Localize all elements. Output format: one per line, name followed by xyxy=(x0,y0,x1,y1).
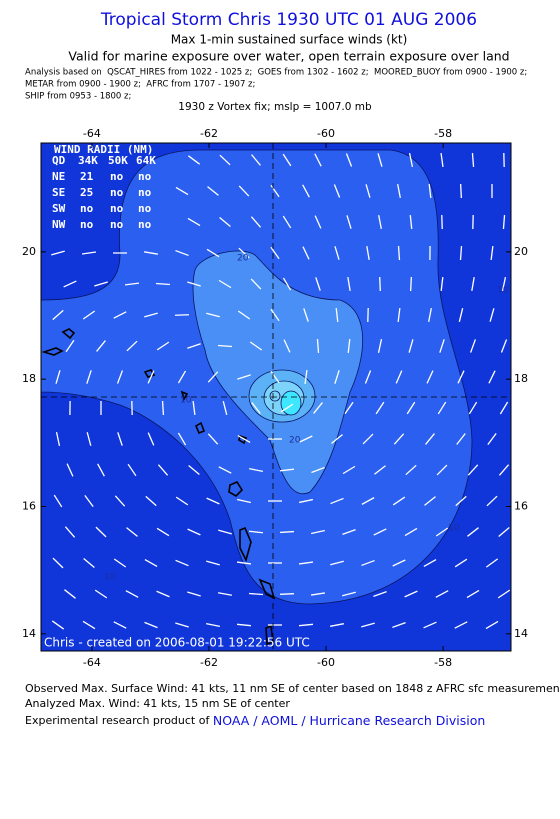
x-tick-label: -58 xyxy=(434,656,452,669)
wind-radii-cell: no xyxy=(110,186,124,199)
y-tick-label: 18 xyxy=(22,372,36,385)
x-tick-label: -62 xyxy=(200,656,218,669)
x-tick-label: -58 xyxy=(434,127,452,140)
wind-radii-cell: SE xyxy=(52,186,65,199)
wind-radii-cell: no xyxy=(138,202,152,215)
credit-link[interactable]: NOAA / AOML / Hurricane Research Divisio… xyxy=(213,713,485,728)
wind-vector xyxy=(163,401,164,415)
wind-radii-cell: SW xyxy=(52,202,66,215)
x-tick-label: -64 xyxy=(83,127,101,140)
wind-radii-cell: 21 xyxy=(80,170,94,183)
y-tick-label: 14 xyxy=(514,627,528,640)
contour-label: 20 xyxy=(237,254,249,264)
contour-label: 10 xyxy=(104,573,116,583)
wind-radii-cell: no xyxy=(110,170,124,183)
wind-radii-cell: no xyxy=(138,170,152,183)
research-credit: Experimental research product of NOAA / … xyxy=(25,713,485,728)
wind-radii-header: 64K xyxy=(136,154,156,167)
subtitle: Max 1-min sustained surface winds (kt) xyxy=(171,33,408,47)
map-credit: Chris - created on 2006-08-01 19:22:56 U… xyxy=(44,636,310,650)
wind-radii-cell: NE xyxy=(52,170,65,183)
analysis-line: METAR from 0900 - 1900 z; AFRC from 1707… xyxy=(25,80,255,90)
wind-radii-cell: no xyxy=(80,202,94,215)
contour-label: 10 xyxy=(497,286,509,296)
wind-radii-header: QD xyxy=(52,154,66,167)
validity: Valid for marine exposure over water, op… xyxy=(68,49,509,64)
wind-radii-header: 34K xyxy=(78,154,98,167)
wind-vector xyxy=(175,315,189,316)
map: 20 20 10 10 10 10 WIND RADII (NM) QD 34K… xyxy=(41,143,511,651)
analysis-line: Analysis based on QSCAT_HIRES from 1022 … xyxy=(25,68,527,78)
x-tick-label: -60 xyxy=(317,127,335,140)
title: Tropical Storm Chris 1930 UTC 01 AUG 200… xyxy=(100,10,477,30)
analysis-line: SHIP from 0953 - 1800 z; xyxy=(25,92,131,102)
y-tick-label: 18 xyxy=(514,372,528,385)
y-tick-label: 14 xyxy=(22,627,36,640)
contour-label: 20 xyxy=(289,436,301,446)
wind-vector xyxy=(380,277,381,291)
wind-radii-header: 50K xyxy=(108,154,128,167)
wind-vector xyxy=(280,594,294,595)
wind-vector xyxy=(461,184,462,198)
y-tick-label: 20 xyxy=(514,245,528,258)
y-tick-label: 20 xyxy=(22,245,36,258)
wind-radii-cell: 25 xyxy=(80,186,93,199)
y-tick-label: 16 xyxy=(22,499,36,512)
x-tick-label: -62 xyxy=(200,127,218,140)
wind-vector xyxy=(411,277,412,291)
wind-radii-cell: no xyxy=(138,218,152,231)
wind-radii-cell: NW xyxy=(52,218,66,231)
observed-max: Observed Max. Surface Wind: 41 kts, 11 n… xyxy=(25,682,560,695)
wind-radii-cell: no xyxy=(110,218,124,231)
wind-vector xyxy=(280,532,294,533)
y-tick-label: 16 xyxy=(514,499,528,512)
vortex-fix: 1930 z Vortex fix; mslp = 1007.0 mb xyxy=(178,101,372,113)
wind-radii-cell: no xyxy=(138,186,152,199)
analyzed-max: Analyzed Max. Wind: 41 kts, 15 nm SE of … xyxy=(25,697,290,710)
wind-radii-cell: no xyxy=(80,218,94,231)
credit-prefix: Experimental research product of xyxy=(25,714,213,727)
contour-label: 10 xyxy=(448,524,460,534)
contour-40 xyxy=(281,391,301,415)
x-tick-label: -60 xyxy=(317,656,335,669)
x-tick-label: -64 xyxy=(83,656,101,669)
wind-radii-cell: no xyxy=(110,202,124,215)
contour-label: 10 xyxy=(180,396,192,406)
